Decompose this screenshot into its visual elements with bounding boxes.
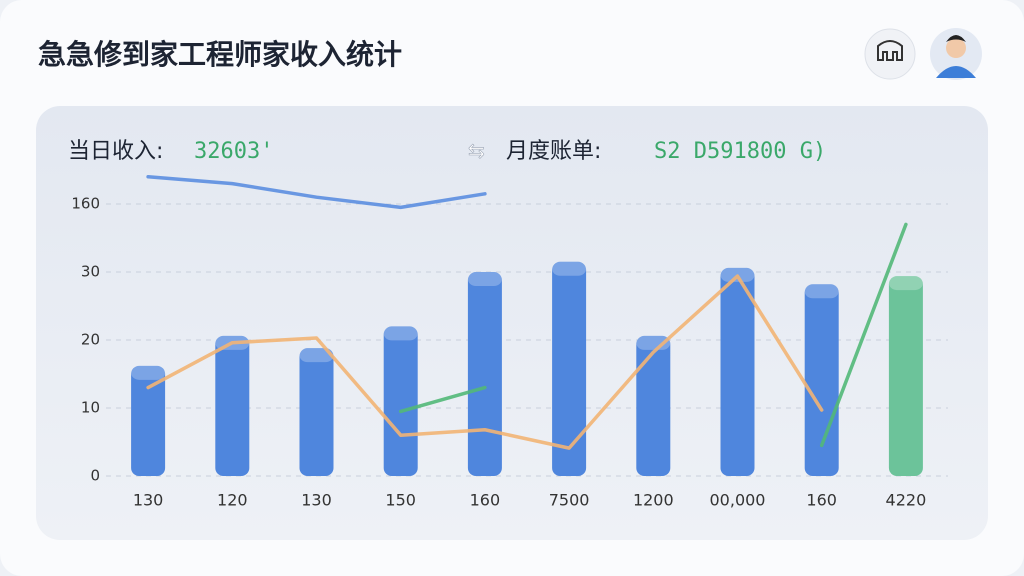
bar xyxy=(467,272,502,476)
bar-cap xyxy=(299,348,334,363)
daily-value: 32603' xyxy=(194,139,273,164)
avatar-hair xyxy=(946,35,966,42)
trend-line xyxy=(146,175,487,210)
icon-button[interactable] xyxy=(864,28,916,80)
title: 急急修到家工程师家收入统计 xyxy=(38,38,402,71)
bar xyxy=(804,284,839,476)
tool-icon xyxy=(877,40,903,61)
bar xyxy=(299,348,334,476)
separator-icon: ⇆ xyxy=(468,139,485,163)
daily-label: 当日收入: xyxy=(68,139,163,164)
y-tick-label: 10 xyxy=(81,399,100,417)
y-tick-label: 0 xyxy=(90,467,100,485)
bar-cap xyxy=(804,284,839,299)
bar xyxy=(888,276,923,476)
bar xyxy=(131,365,166,476)
x-tick-label: 130 xyxy=(133,491,164,510)
bar xyxy=(552,261,587,476)
y-tick-label: 160 xyxy=(71,195,100,213)
x-tick-label: 160 xyxy=(470,491,501,510)
x-tick-label: 120 xyxy=(217,491,248,510)
x-tick-label: 160 xyxy=(806,491,837,510)
x-tick-label: 150 xyxy=(385,491,416,510)
x-tick-label: 7500 xyxy=(549,491,590,510)
trend-line xyxy=(398,222,908,448)
bar-cap xyxy=(467,272,502,286)
monthly-label: 月度账单: xyxy=(506,139,601,164)
x-tick-label: 1200 xyxy=(633,491,674,510)
x-tick-label: 00,000 xyxy=(710,491,766,510)
avatar-face xyxy=(946,38,966,58)
bar-cap xyxy=(888,276,923,291)
bar-cap xyxy=(131,365,166,380)
bar xyxy=(383,326,418,476)
x-tick-label: 130 xyxy=(301,491,332,510)
bar-cap xyxy=(383,326,418,341)
y-tick-label: 20 xyxy=(81,331,100,349)
bar xyxy=(636,335,671,476)
monthly-value: S2 D591800 G) xyxy=(654,139,826,164)
avatar-body xyxy=(936,66,976,78)
y-tick-label: 30 xyxy=(81,263,100,281)
trend-line xyxy=(146,274,824,450)
bar xyxy=(720,267,755,476)
bar xyxy=(215,335,250,476)
x-tick-label: 4220 xyxy=(886,491,927,510)
bar-cap xyxy=(552,261,587,276)
